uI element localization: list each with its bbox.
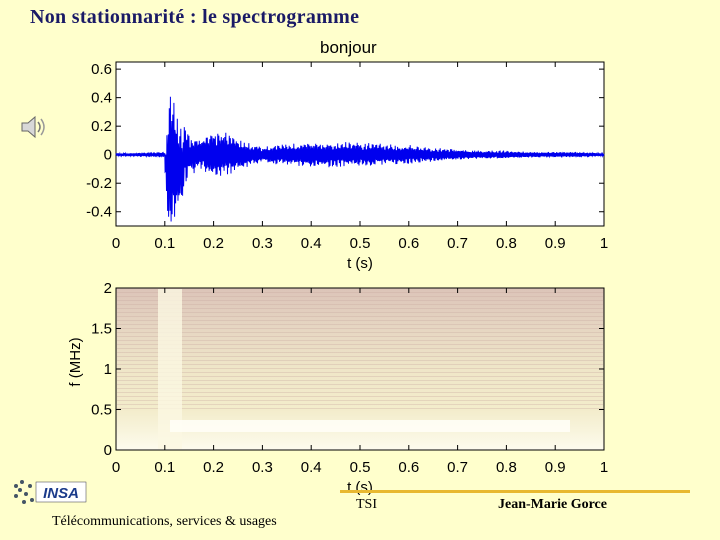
spectrogram-x-tick-label: 0.4 [301, 459, 322, 476]
spectrogram-plot: 0 0.1 0.2 0.3 0.4 0.5 0.6 0.7 0.8 0.9 1 2 1.5 1 0.5 0 t… [67, 280, 608, 496]
spectrogram-y-tick-label: 1 [104, 361, 112, 378]
spectrogram-harmonics [117, 289, 603, 409]
waveform-x-tick-label: 0.4 [301, 235, 322, 252]
waveform-x-axis-label: t (s) [347, 255, 373, 272]
waveform-y-tick-label: 0 [104, 147, 112, 164]
spectrogram-x-tick-label: 0.5 [350, 459, 371, 476]
waveform-series-line [115, 96, 605, 222]
waveform-title: bonjour [320, 38, 377, 57]
spectrogram-x-tick-label: 1 [600, 459, 608, 476]
spectrogram-x-tick-label: 0.1 [154, 459, 175, 476]
waveform-y-tick-label: -0.2 [86, 175, 112, 192]
spectrogram-x-tick-label: 0.7 [447, 459, 468, 476]
waveform-y-tick-label: 0.6 [91, 61, 112, 78]
waveform-x-tick-label: 0.6 [398, 235, 419, 252]
waveform-y-tick-label: 0.2 [91, 118, 112, 135]
waveform-x-tick-label: 0.9 [545, 235, 566, 252]
spectrogram-ticks: 0 0.1 0.2 0.3 0.4 0.5 0.6 0.7 0.8 0.9 1 2 1.5 1 0.5 0 [91, 280, 608, 476]
spectrogram-x-tick-label: 0.9 [545, 459, 566, 476]
footer-tsi: TSI [356, 497, 377, 512]
waveform-x-tick-label: 0.1 [154, 235, 175, 252]
waveform-ticks: 0 0.1 0.2 0.3 0.4 0.5 0.6 0.7 0.8 0.9 10.60.40.20-… [86, 61, 608, 252]
spectrogram-y-tick-label: 1.5 [91, 321, 112, 338]
waveform-x-tick-label: 0.3 [252, 235, 273, 252]
waveform-x-tick-label: 0.5 [350, 235, 371, 252]
footer-author: Jean-Marie Gorce [498, 497, 607, 512]
spectrogram-x-tick-label: 0.8 [496, 459, 517, 476]
spectrogram-y-tick-label: 2 [104, 280, 112, 297]
slide-title: Non stationnarité : le spectrogramme [30, 6, 360, 28]
spectrogram-x-tick-label: 0.3 [252, 459, 273, 476]
insa-logo-text: INSA [43, 485, 79, 502]
spectrogram-y-tick-label: 0 [104, 442, 112, 459]
spectrogram-x-axis-label: t (s) [347, 479, 373, 496]
waveform-x-tick-label: 0.7 [447, 235, 468, 252]
spectrogram-y-tick-label: 0.5 [91, 402, 112, 419]
waveform-x-tick-label: 0 [112, 235, 120, 252]
waveform-y-tick-label: -0.4 [86, 204, 112, 221]
waveform-x-tick-label: 0.8 [496, 235, 517, 252]
spectrogram-fundamental [170, 420, 570, 432]
speaker-icon[interactable] [20, 114, 48, 140]
waveform-x-tick-label: 0.2 [203, 235, 224, 252]
waveform-y-tick-label: 0.4 [91, 90, 112, 107]
waveform-plot: 0 0.1 0.2 0.3 0.4 0.5 0.6 0.7 0.8 0.9 10.60.40.20-… [86, 61, 608, 272]
spectrogram-x-tick-label: 0 [112, 459, 120, 476]
spectrogram-x-tick-label: 0.2 [203, 459, 224, 476]
footer-subtitle: Télécommunications, services & usages [52, 514, 277, 529]
waveform-x-tick-label: 1 [600, 235, 608, 252]
insa-logo: INSA [14, 480, 87, 504]
spectrogram-y-axis-label: f (MHz) [67, 337, 84, 386]
spectrogram-x-tick-label: 0.6 [398, 459, 419, 476]
footer-divider [340, 490, 690, 493]
